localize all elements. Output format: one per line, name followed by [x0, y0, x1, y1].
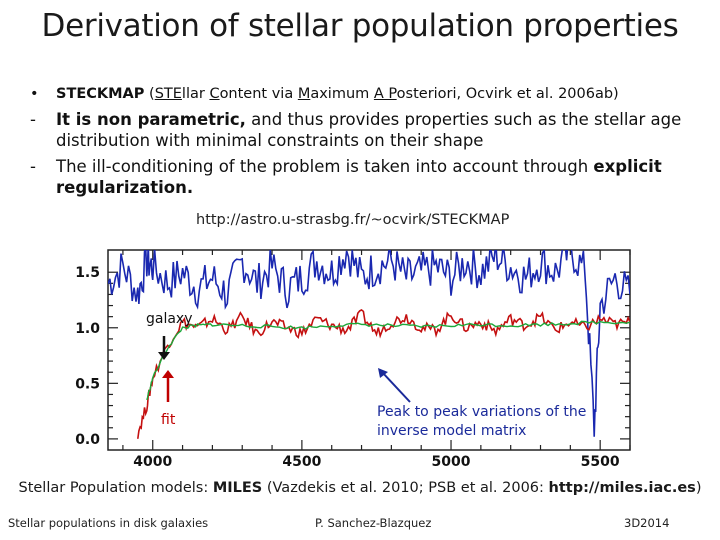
bullet-regularization: - The ill-conditioning of the problem is… — [28, 156, 688, 198]
bullet2-text: and thus provides properties such as the… — [56, 110, 682, 150]
steckmap-name: STECKMAP — [56, 86, 145, 102]
bullet3-strong: explicit regularization. — [56, 157, 662, 197]
miles-link[interactable]: http://miles.iac.es — [548, 480, 696, 496]
bullet-non-parametric: - It is non parametric, and thus provide… — [28, 109, 688, 151]
footer-center: P. Sanchez-Blazquez — [315, 516, 432, 530]
bullet-list: • STECKMAP (STEllar Content via Maximum … — [28, 84, 688, 198]
dash-marker: - — [30, 110, 36, 129]
slide-title: Derivation of stellar population propert… — [41, 8, 679, 44]
x-tick-label: 5000 — [432, 454, 471, 470]
fit-label: fit — [161, 412, 176, 428]
bullet2-strong: It is non parametric, — [56, 110, 246, 129]
dash-marker: - — [30, 157, 36, 176]
axis-ticks — [108, 250, 631, 450]
series-layer — [108, 250, 630, 439]
annotation-arrows — [158, 336, 411, 403]
peak-label: Peak to peak variations of the inverse m… — [377, 404, 587, 439]
footer-left: Stellar populations in disk galaxies — [8, 516, 209, 530]
fit-line — [146, 320, 630, 401]
galaxy-label: galaxy — [146, 311, 193, 327]
peak-arrow — [381, 371, 411, 403]
y-tick-label: 0.0 — [75, 432, 100, 448]
y-tick-label: 1.5 — [75, 265, 100, 281]
fit-arrowhead — [162, 370, 174, 378]
bullet3-text: The ill-conditioning of the problem is t… — [56, 157, 594, 176]
bullet-marker: • — [30, 86, 39, 102]
bullet-steckmap: • STECKMAP (STEllar Content via Maximum … — [28, 84, 688, 104]
bullet1-text: (STEllar Content via Maximum A Posterior… — [144, 86, 619, 102]
x-tick-label: 5500 — [581, 454, 620, 470]
miles-name: MILES — [212, 480, 263, 496]
galaxy-arrowhead — [158, 352, 170, 360]
y-tick-label: 0.5 — [75, 376, 100, 392]
tick-labels: 4000 4500 5000 5500 0.0 0.5 1.0 1.5 — [75, 265, 620, 470]
footer-right: 3D2014 — [624, 516, 670, 530]
caption: Stellar Population models: MILES (Vazdek… — [18, 480, 702, 496]
peak-arrowhead — [378, 368, 388, 378]
spectrum-figure: 4000 4500 5000 5500 0.0 0.5 1.0 1.5 — [75, 249, 631, 470]
matrix-variation-line — [108, 250, 630, 437]
steckmap-link[interactable]: http://astro.u-strasbg.fr/~ocvirk/STECKM… — [196, 212, 510, 228]
x-tick-label: 4500 — [282, 454, 321, 470]
y-tick-label: 1.0 — [75, 321, 100, 337]
x-tick-label: 4000 — [133, 454, 172, 470]
